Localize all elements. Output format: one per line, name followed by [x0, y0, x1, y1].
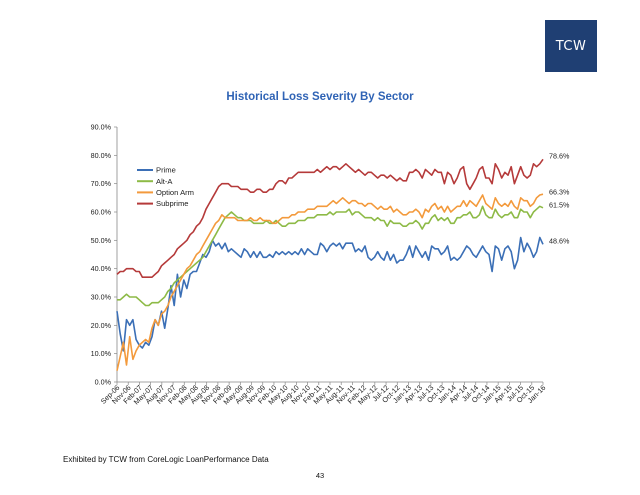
- y-tick-label: 10.0%: [91, 349, 112, 358]
- y-tick-label: 60.0%: [91, 208, 112, 217]
- y-tick-label: 50.0%: [91, 236, 112, 245]
- end-label-prime: 48.6%: [549, 237, 570, 246]
- logo-text: TCW: [555, 38, 587, 54]
- x-axis-ticks: Sep-06Nov-06Feb-07May-07Aug-07Nov-07Feb-…: [99, 382, 547, 406]
- y-axis-ticks: 0.0% 10.0% 20.0% 30.0% 40.0% 50.0% 60.0% 70.0% 8…: [91, 123, 117, 387]
- y-tick-label: 0.0%: [95, 378, 112, 387]
- y-tick-label: 40.0%: [91, 264, 112, 273]
- y-tick-label: 90.0%: [91, 123, 112, 132]
- end-label-option-arm: 66.3%: [549, 188, 570, 197]
- chart-legend: Prime Alt-A Option Arm Subprime: [137, 166, 194, 208]
- legend-label-option-arm: Option Arm: [156, 188, 194, 197]
- chart-axes: [116, 127, 543, 383]
- y-tick-label: 30.0%: [91, 293, 112, 302]
- y-tick-label: 70.0%: [91, 179, 112, 188]
- legend-label-subprime: Subprime: [156, 199, 189, 208]
- end-label-alt-a: 61.5%: [549, 201, 570, 210]
- series-lines: [116, 158, 544, 371]
- source-note: Exhibited by TCW from CoreLogic LoanPerf…: [63, 455, 269, 464]
- series-line-prime: [116, 236, 544, 352]
- legend-label-prime: Prime: [156, 166, 176, 175]
- series-line-subprime: [116, 158, 544, 278]
- end-label-subprime: 78.6%: [549, 152, 570, 161]
- chart-title: Historical Loss Severity By Sector: [226, 91, 414, 103]
- page-number: 43: [315, 471, 325, 480]
- series-end-labels: 48.6% 61.5% 66.3% 78.6%: [549, 152, 570, 246]
- series-line-option-arm: [116, 193, 544, 371]
- y-tick-label: 80.0%: [91, 151, 112, 160]
- tcw-logo: TCW: [545, 20, 597, 72]
- series-line-alt-a: [117, 205, 544, 307]
- legend-label-alt-a: Alt-A: [156, 177, 173, 186]
- y-tick-label: 20.0%: [91, 321, 112, 330]
